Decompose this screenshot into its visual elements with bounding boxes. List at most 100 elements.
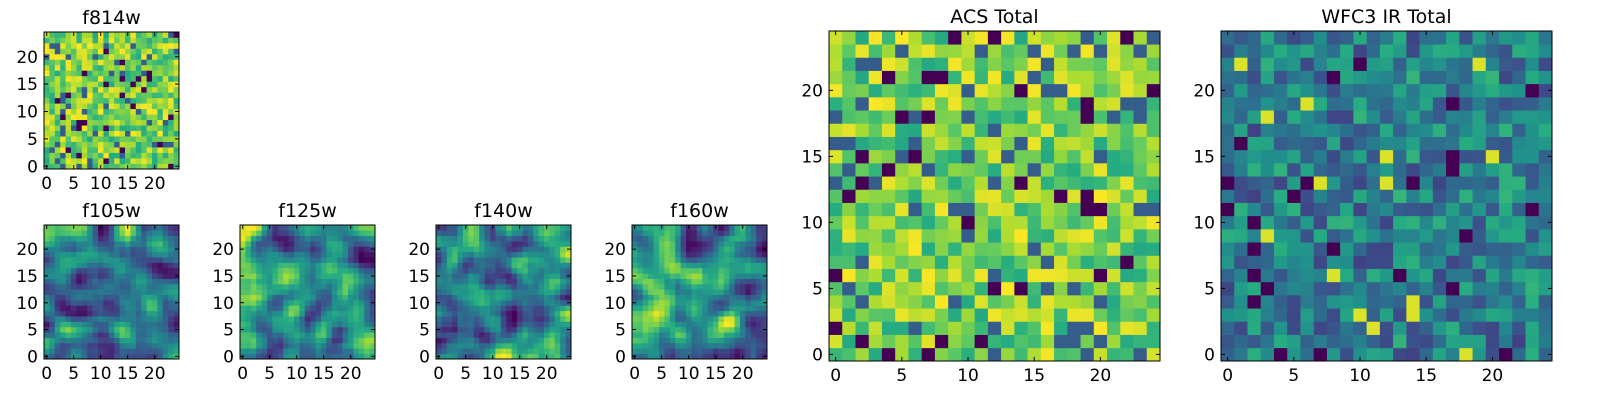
heatmap-cell (549, 348, 556, 354)
heatmap-cell (1300, 268, 1315, 283)
heatmap-cell (1054, 149, 1068, 164)
heatmap-cell (1093, 31, 1108, 45)
heatmap-cell (98, 114, 104, 121)
heatmap-cell (1027, 189, 1042, 203)
heatmap-cell (446, 332, 453, 338)
heatmap-cell (299, 342, 306, 349)
x-tick-label: 5 (68, 174, 79, 194)
heatmap-cell (632, 241, 638, 247)
heatmap-cell (452, 257, 458, 263)
heatmap-cell (250, 262, 257, 269)
heatmap-cell (1300, 295, 1315, 309)
heatmap-cell (1432, 97, 1447, 111)
heatmap-cell (948, 123, 962, 137)
heatmap-cell (669, 294, 676, 301)
heatmap-cell (130, 257, 137, 263)
heatmap-cell (49, 235, 56, 242)
heatmap-cell (157, 230, 164, 237)
heatmap-cell (1326, 189, 1341, 203)
heatmap-cell (560, 257, 566, 263)
heatmap-cell (1054, 268, 1068, 283)
heatmap-cell (1459, 308, 1473, 322)
heatmap-cell (740, 310, 746, 317)
heatmap-cell (680, 257, 687, 263)
heatmap-cell (54, 125, 61, 131)
heatmap-cell (65, 262, 72, 269)
heatmap-cell (135, 75, 142, 82)
heatmap-cell (49, 300, 56, 306)
heatmap-cell (54, 300, 61, 306)
heatmap-cell (934, 295, 949, 309)
heatmap-cell (463, 241, 469, 247)
heatmap-cell (495, 289, 502, 296)
heatmap-cell (1366, 136, 1381, 151)
heatmap-cell (506, 251, 512, 258)
heatmap-cell (659, 273, 665, 279)
heatmap-cell (463, 267, 469, 274)
heatmap-cell (288, 273, 295, 279)
x-tick-label: 15 (705, 364, 727, 384)
heatmap-cell (299, 326, 306, 333)
heatmap-cell (315, 316, 322, 322)
heatmap-cell (948, 215, 962, 230)
heatmap-cell (500, 251, 507, 258)
heatmap-cell (331, 300, 338, 306)
heatmap-cell (141, 225, 147, 231)
x-tick-label: 20 (536, 364, 558, 384)
heatmap-cell (1393, 347, 1407, 362)
heatmap-cell (745, 225, 752, 231)
heatmap-cell (146, 97, 153, 104)
heatmap-cell (141, 316, 147, 322)
heatmap-cell (1393, 308, 1407, 322)
heatmap-cell (1485, 202, 1500, 217)
heatmap-cell (707, 289, 714, 296)
heatmap-cell (637, 316, 644, 322)
heatmap-cell (1393, 268, 1407, 283)
heatmap-cell (1512, 31, 1526, 45)
heatmap-cell (277, 246, 284, 253)
heatmap-cell (152, 321, 158, 328)
heatmap-cell (65, 230, 72, 237)
heatmap-cell (60, 316, 66, 322)
heatmap-cell (1499, 321, 1513, 335)
x-tick-label: 5 (460, 364, 471, 384)
heatmap-cell (342, 278, 349, 285)
heatmap-cell (369, 241, 376, 247)
heatmap-cell (157, 278, 164, 285)
heatmap-cell (141, 136, 147, 142)
heatmap-cell (691, 225, 698, 231)
heatmap-cell (173, 141, 180, 148)
heatmap-cell (761, 305, 768, 312)
heatmap-cell (288, 316, 295, 322)
heatmap-cell (1014, 189, 1028, 203)
heatmap-cell (49, 289, 56, 296)
heatmap-cell (1525, 123, 1540, 137)
heatmap-cell (87, 141, 93, 148)
heatmap-cell (987, 281, 1002, 296)
heatmap-cell (261, 235, 268, 242)
heatmap-cell (1080, 281, 1095, 296)
heatmap-cell (98, 125, 104, 131)
heatmap-cell (691, 300, 698, 306)
heatmap-cell (162, 141, 169, 148)
heatmap-cell (987, 57, 1002, 71)
heatmap-cell (1027, 163, 1042, 177)
heatmap-cell (1093, 229, 1108, 243)
heatmap-cell (500, 337, 507, 344)
heatmap-cell (829, 70, 843, 85)
heatmap-cell (60, 158, 66, 164)
heatmap-cell (250, 246, 257, 253)
heatmap-cell (130, 225, 137, 231)
heatmap-cell (855, 189, 870, 203)
heatmap-cell (261, 337, 268, 344)
heatmap-cell (125, 42, 131, 49)
heatmap-cell (1512, 215, 1526, 230)
heatmap-cell (49, 75, 56, 82)
heatmap-cell (81, 316, 88, 322)
heatmap-cell (653, 321, 660, 328)
heatmap-cell (146, 70, 153, 77)
heatmap-cell (119, 235, 126, 242)
heatmap-cell (495, 326, 502, 333)
heatmap-cell (141, 348, 147, 354)
heatmap-cell (304, 289, 311, 296)
